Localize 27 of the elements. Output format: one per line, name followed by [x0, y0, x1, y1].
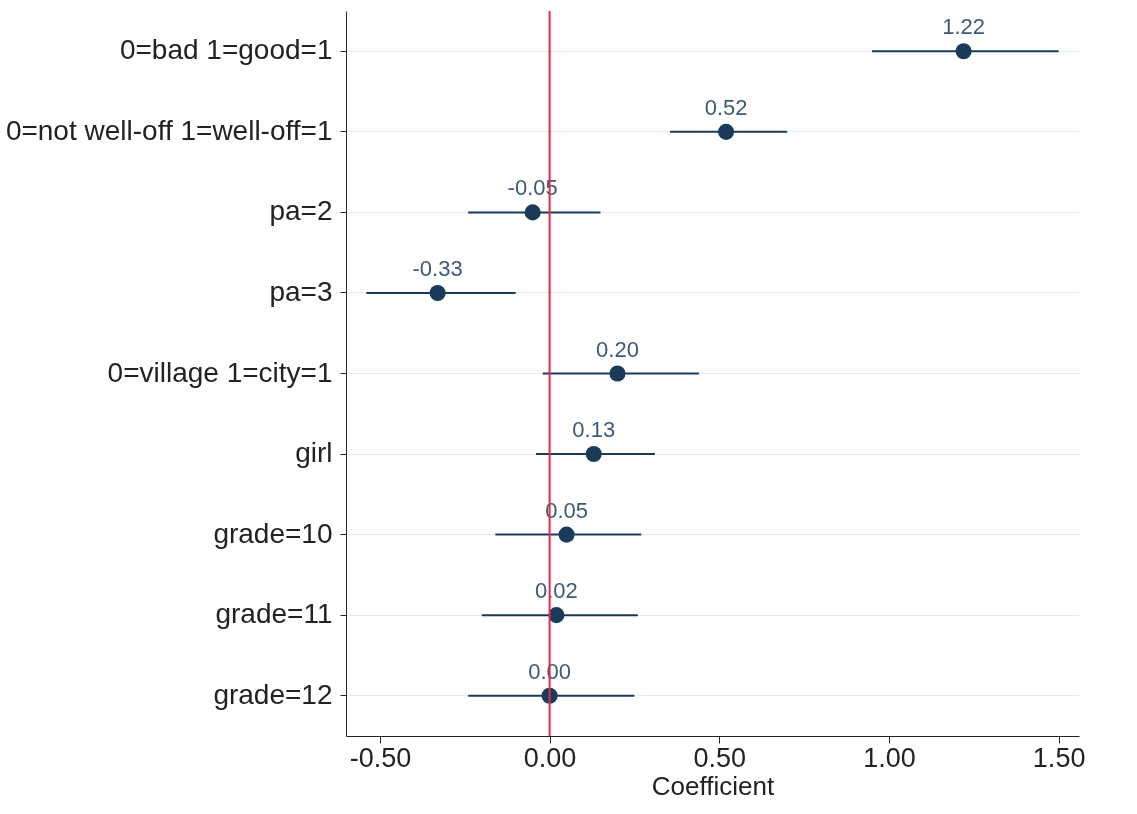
y-tick-label: 0=bad 1=good=1 [119, 34, 333, 66]
x-tick-label: 1.00 [863, 742, 916, 773]
x-tick-label: 0.00 [523, 742, 577, 773]
y-tick-label: grade=10 [213, 517, 333, 549]
y-tick-label: pa=2 [269, 195, 333, 227]
x-axis-title: Coefficient [651, 770, 775, 801]
data-label: 0.52 [704, 94, 748, 120]
x-tick-label: 1.50 [1032, 742, 1086, 773]
data-label: -0.33 [412, 255, 463, 281]
point [429, 284, 446, 301]
data-label: 0.20 [596, 336, 639, 362]
point [955, 43, 972, 60]
x-tick-label: 0.50 [693, 742, 747, 773]
y-tick-label: 0=village 1=city=1 [107, 356, 333, 388]
point [585, 446, 602, 463]
y-tick-label: grade=12 [213, 678, 333, 710]
data-label: 1.22 [942, 14, 986, 40]
point [718, 123, 735, 140]
y-tick-label: 0=not well-off 1=well-off=1 [5, 114, 333, 146]
point [524, 204, 541, 221]
y-tick-label: girl [295, 437, 333, 469]
x-tick-label: -0.50 [349, 742, 412, 773]
y-tick-label: pa=3 [269, 275, 333, 307]
y-tick-label: grade=11 [215, 598, 333, 630]
data-label: 0.13 [572, 417, 616, 443]
point [558, 526, 575, 543]
point [609, 365, 626, 382]
